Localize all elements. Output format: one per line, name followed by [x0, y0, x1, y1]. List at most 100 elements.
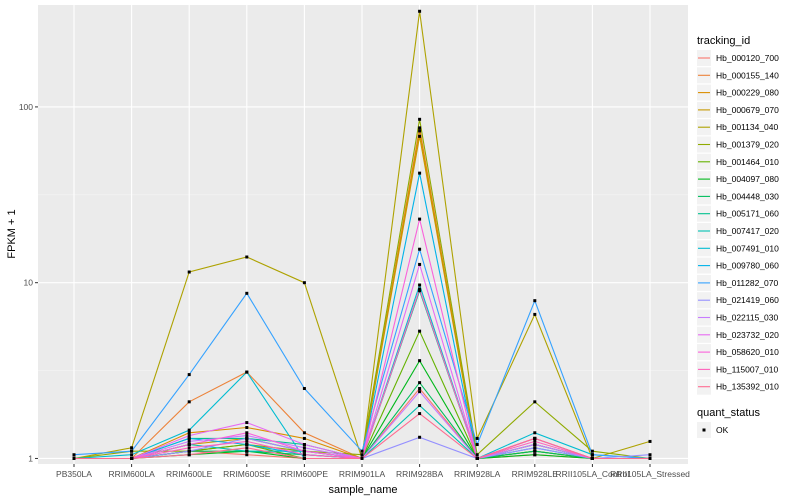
x-tick-label: RRIM928LA: [454, 469, 501, 479]
data-point: [418, 217, 422, 221]
data-point: [187, 400, 191, 404]
data-point: [418, 129, 422, 133]
data-point: [533, 400, 537, 404]
legend-label: Hb_135392_010: [716, 382, 779, 392]
legend-label: Hb_004097_080: [716, 174, 779, 184]
legend: tracking_id Hb_000120_700 Hb_000155_140 Hb…: [697, 35, 779, 438]
data-point: [245, 453, 249, 457]
data-point: [187, 453, 191, 457]
x-tick-label: RRIM600SE: [223, 469, 271, 479]
x-axis-title: sample_name: [328, 484, 397, 496]
data-point: [130, 453, 134, 457]
x-tick-label: RRIM928LE: [512, 469, 559, 479]
data-point: [418, 9, 422, 13]
legend-label: Hb_000120_700: [716, 53, 779, 63]
quant-status-legend-title: quant_status: [697, 407, 760, 419]
x-tick-label: RRIM600LA: [108, 469, 155, 479]
legend-item: Hb_115007_010: [697, 361, 779, 378]
data-point: [187, 373, 191, 377]
x-tick-label: PB350LA: [56, 469, 92, 479]
legend-item: Hb_004097_080: [697, 171, 779, 188]
plot-background: [38, 5, 688, 464]
legend-item: Hb_009780_060: [697, 257, 779, 274]
legend-item: Hb_000155_140: [697, 67, 779, 84]
data-point: [418, 329, 422, 333]
legend-label: Hb_005171_060: [716, 209, 779, 219]
legend-label: Hb_001134_040: [716, 122, 779, 132]
legend-item: Hb_001379_020: [697, 136, 779, 153]
legend-label: Hb_007417_020: [716, 226, 779, 236]
legend-item: Hb_004448_030: [697, 188, 779, 205]
data-point: [418, 287, 422, 291]
x-tick-label: RRII105LA_Stressed: [610, 469, 690, 479]
x-tick-label: RRIM901LA: [339, 469, 386, 479]
y-axis-title: FPKM + 1: [6, 209, 18, 258]
data-point: [302, 449, 306, 453]
data-point: [533, 299, 537, 303]
x-tick-label: RRIM600PE: [281, 469, 329, 479]
data-point: [648, 439, 652, 443]
data-point: [245, 446, 249, 450]
y-tick-label: 100: [19, 102, 33, 112]
data-point: [245, 443, 249, 447]
data-point: [418, 412, 422, 416]
data-point: [418, 390, 422, 394]
data-point: [648, 453, 652, 457]
data-point: [533, 436, 537, 440]
data-point: [418, 262, 422, 266]
legend-title: tracking_id: [697, 35, 750, 47]
legend-item: Hb_005171_060: [697, 205, 779, 222]
legend-item: Hb_135392_010: [697, 378, 779, 395]
data-point: [418, 289, 422, 293]
data-point: [533, 431, 537, 435]
legend-item: Hb_000120_700: [697, 50, 779, 66]
data-point: [187, 431, 191, 435]
data-point: [245, 439, 249, 443]
legend-item: Hb_023732_020: [697, 326, 779, 343]
data-point: [418, 117, 422, 121]
legend-item: Hb_000229_080: [697, 84, 779, 101]
data-point: [302, 387, 306, 391]
legend-item: Hb_007417_020: [697, 223, 779, 239]
data-point: [648, 456, 652, 460]
data-point: [418, 171, 422, 175]
data-point: [245, 421, 249, 425]
legend-item: Hb_000679_070: [697, 101, 779, 118]
x-tick-label: RRIM928BA: [396, 469, 444, 479]
legend-label: Hb_009780_060: [716, 261, 779, 271]
legend-item: Hb_007491_010: [697, 240, 779, 257]
data-point: [245, 426, 249, 430]
legend-label: Hb_022115_030: [716, 313, 779, 323]
legend-item: Hb_001464_010: [697, 153, 779, 170]
data-point: [302, 443, 306, 447]
data-point: [533, 443, 537, 447]
data-point: [418, 435, 422, 439]
data-point: [245, 255, 249, 259]
x-tick-label: RRII105LA_Control: [556, 469, 630, 479]
data-point: [533, 446, 537, 450]
data-points: [72, 9, 652, 460]
legend-item: Hb_022115_030: [697, 309, 779, 326]
legend-label: Hb_001379_020: [716, 140, 779, 150]
data-point: [418, 247, 422, 251]
data-point: [187, 270, 191, 274]
quant-status-legend-items: OK: [697, 422, 729, 438]
data-point: [590, 456, 594, 460]
data-point: [533, 453, 537, 457]
legend-label: Hb_001464_010: [716, 157, 779, 167]
data-point: [245, 431, 249, 435]
data-point: [187, 443, 191, 447]
data-point: [245, 436, 249, 440]
data-point: [187, 439, 191, 443]
data-point: [590, 449, 594, 453]
data-point: [475, 453, 479, 457]
legend-label: OK: [716, 425, 729, 435]
legend-label: Hb_023732_020: [716, 330, 779, 340]
legend-key-point: [702, 428, 706, 432]
data-point: [187, 428, 191, 432]
legend-label: Hb_000155_140: [716, 70, 779, 80]
data-point: [360, 456, 364, 460]
data-point: [418, 359, 422, 363]
data-point: [130, 456, 134, 460]
data-point: [418, 381, 422, 385]
